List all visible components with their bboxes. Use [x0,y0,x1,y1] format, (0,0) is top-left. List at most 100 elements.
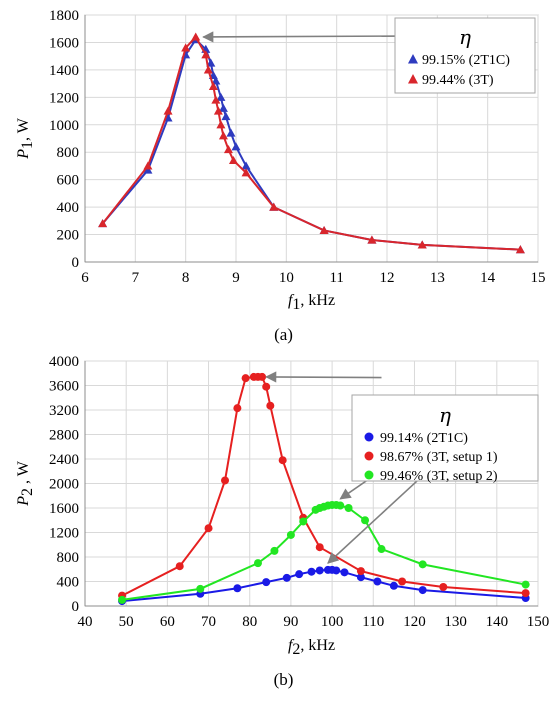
data-point [226,128,236,137]
x-tick-label: 70 [201,614,216,630]
y-tick-label: 1200 [49,90,79,106]
x-tick-label: 50 [119,614,134,630]
data-point [201,50,211,59]
legend-label: 99.44% (3T) [422,73,494,88]
x-tick-label: 80 [242,614,257,630]
data-point [175,562,184,571]
data-point [299,517,308,526]
data-point [118,595,127,604]
data-point [143,165,153,174]
y-tick-label: 400 [57,575,80,591]
chart-panel-a: 6 7 8 9 10 11 12 13 14 15 0 200 400 600 800 1000 1200 140… [15,8,546,344]
y-tick-label: 0 [72,599,80,615]
data-point [211,95,221,104]
y-tick-label: 800 [57,145,80,161]
y-tick-label: 3200 [49,403,79,419]
data-point [253,559,262,568]
data-point [319,225,329,235]
data-point [233,404,242,413]
legend-marker [408,54,418,64]
data-point [270,546,279,555]
x-tick-label: 14 [480,270,496,286]
data-point [262,382,271,391]
x-tick-label: 15 [531,270,546,286]
legend: η 99.14% (2T1C) 98.67% (3T, setup 1) 99.46%… [351,394,539,484]
x-axis-label: f1, kHz [288,292,335,313]
data-point [218,131,228,140]
legend-label: 98.67% (3T, setup 1) [380,450,498,465]
data-point [241,168,251,177]
chart-panel-b: 40 50 60 70 80 90 100 110 120 130 140 150 0 400 800 120… [15,354,549,689]
data-point [295,570,304,579]
panel-caption: (b) [274,670,294,689]
data-point [269,202,279,211]
data-point [315,566,324,575]
data-point [417,240,427,249]
data-point [367,235,377,244]
data-point [233,584,242,593]
x-tick-label: 12 [380,270,395,286]
data-point [163,106,173,115]
data-point [356,573,365,582]
data-point [521,580,530,589]
data-point [196,584,205,593]
data-point [373,577,382,586]
x-axis-label: f2, kHz [288,637,335,658]
data-point [216,120,226,129]
y-tick-label: 1800 [49,8,79,24]
y-tick-label: 1600 [49,501,79,517]
x-tick-label: 10 [279,270,294,286]
legend-box [394,17,536,94]
series-2 [118,500,530,604]
data-point [221,112,231,121]
data-point [344,504,353,512]
annotation-arrow [265,371,382,383]
data-point [216,92,226,101]
series-line [101,35,521,251]
data-point [356,567,365,576]
x-tick-label: 6 [81,270,89,286]
x-tick-label: 40 [78,614,93,630]
data-point [389,581,398,590]
data-point [418,560,427,569]
data-point [228,155,238,165]
data-point [223,144,233,154]
x-tick-label: 11 [329,270,343,286]
y-tick-label: 1000 [49,118,79,134]
data-point [278,456,287,465]
x-tick-label: 130 [444,614,467,630]
x-tick-label: 120 [403,614,426,630]
data-point [241,161,251,170]
data-point [218,103,228,112]
legend-title: η [459,25,471,49]
data-point [336,501,345,510]
annotation-arrow [327,467,432,564]
x-tick-label: 90 [283,614,298,630]
x-tick-label: 140 [486,614,509,630]
data-point [262,578,271,587]
data-point [258,372,267,381]
data-point [143,161,153,170]
data-point [181,43,191,52]
y-axis-label: P2 , W [15,460,36,506]
panel-caption: (a) [274,325,293,344]
data-point [515,245,525,254]
data-point [286,530,295,539]
data-point [203,65,213,74]
data-point [206,58,216,67]
x-tick-label: 13 [430,270,445,286]
data-point [361,516,370,525]
data-point [521,589,530,598]
y-tick-label: 2800 [49,428,79,444]
data-point [340,568,349,577]
legend-title: η [439,403,451,427]
data-point [266,401,275,410]
data-point [315,543,324,552]
y-tick-label: 4000 [49,354,79,370]
data-point [213,106,223,115]
y-tick-label: 3600 [49,379,79,395]
y-tick-label: 2400 [49,452,79,468]
y-tick-label: 0 [72,255,80,271]
y-tick-label: 1600 [49,35,79,51]
x-tick-label: 150 [527,614,550,630]
